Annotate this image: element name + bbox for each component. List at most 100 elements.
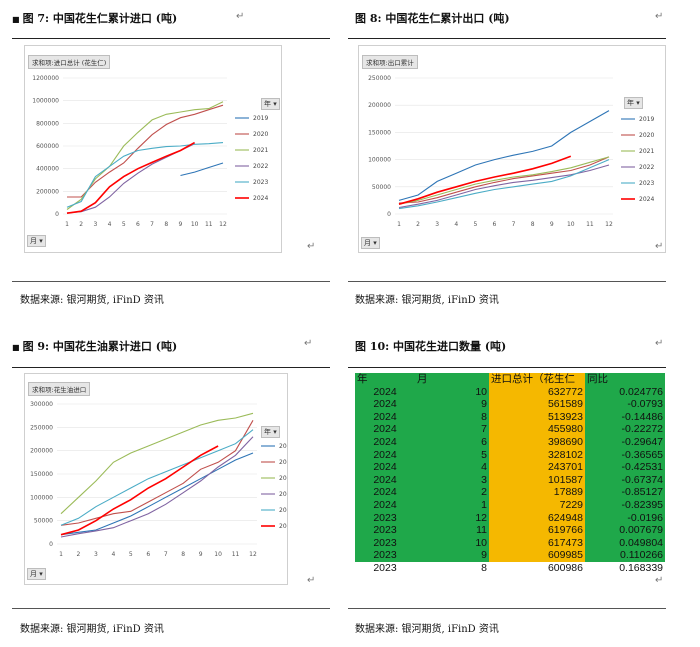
paragraph-mark-icon: ↵ [655, 241, 664, 252]
cell-month: 10 [415, 536, 489, 550]
y-tick-label: 50000 [372, 184, 391, 191]
series-line-2024 [60, 445, 219, 536]
header-year: 年 [355, 373, 415, 386]
table-row: 2024 5 328102 -0.36565 [355, 448, 665, 462]
y-tick-label: 800000 [36, 120, 59, 127]
table-row: 2024 6 398690 -0.29647 [355, 435, 665, 449]
fig10-bottom-rule [348, 608, 666, 609]
series-line-2021 [66, 101, 224, 210]
table-row: 2023 10 617473 0.049804 [355, 536, 665, 550]
fig8-top-rule [348, 38, 666, 39]
series-line-2020 [398, 156, 610, 204]
fig9-field-button[interactable]: 求和项:花生油进口 [28, 382, 91, 396]
fig8-field-button[interactable]: 求和项:出口累计 [362, 55, 418, 69]
x-tick-label: 7 [150, 221, 154, 228]
fig8-year-filter-button[interactable]: 年 ▾ [624, 97, 643, 109]
cell-month: 6 [415, 435, 489, 449]
series-line-2024 [66, 141, 195, 214]
cell-yoy: -0.22272 [585, 423, 665, 436]
cell-year: 2024 [355, 486, 415, 499]
y-tick-label: 100000 [368, 157, 391, 164]
y-tick-label: 400000 [36, 166, 59, 173]
legend-label: 2024 [253, 195, 268, 202]
legend-label: 2021 [279, 475, 287, 482]
fig8-title: 图 8: 中国花生仁累计出口 (吨) [355, 12, 510, 25]
x-tick-label: 6 [493, 221, 497, 228]
cell-value: 600986 [489, 561, 585, 575]
cell-year: 2024 [355, 410, 415, 424]
fig7-year-filter-button[interactable]: 年 ▾ [261, 98, 280, 110]
table-row: 2024 9 561589 -0.0793 [355, 398, 665, 411]
y-tick-label: 0 [387, 211, 391, 218]
table-row: 2023 12 624948 -0.0196 [355, 511, 665, 525]
x-tick-label: 2 [77, 551, 81, 558]
cell-value: 513923 [489, 410, 585, 424]
series-line-2019 [180, 162, 224, 177]
cell-yoy: -0.0196 [585, 511, 665, 525]
legend-label: 2024 [639, 196, 654, 203]
series-line-2021 [60, 412, 254, 515]
fig10-top-rule [348, 367, 666, 368]
cell-year: 2024 [355, 423, 415, 436]
y-tick-label: 250000 [368, 75, 391, 82]
fig7-chart-area: 求和项:进口总计 (花生仁) 0 200000 400000 600000 800000… [24, 45, 282, 253]
fig9-year-filter-button[interactable]: 年 ▾ [261, 426, 280, 438]
fig9-month-filter-button[interactable]: 月 ▾ [27, 568, 46, 580]
cell-value: 632772 [489, 385, 585, 399]
x-tick-label: 8 [164, 221, 168, 228]
cell-year: 2024 [355, 498, 415, 512]
legend-label: 2022 [253, 163, 268, 170]
series-line-2022 [60, 436, 254, 538]
cell-month: 9 [415, 549, 489, 562]
x-tick-label: 7 [512, 221, 516, 228]
cell-yoy: 0.049804 [585, 536, 665, 550]
cell-month: 3 [415, 473, 489, 487]
fig9-chart-area: 求和项:花生油进口 0 50000 100000 150000 200000 250000… [24, 373, 288, 585]
y-tick-label: 100000 [30, 494, 53, 501]
fig8-month-filter-button[interactable]: 月 ▾ [361, 237, 380, 249]
cell-month: 10 [415, 385, 489, 399]
cell-yoy: -0.82395 [585, 498, 665, 512]
series-line-2023 [398, 159, 610, 210]
table-row: 2024 8 513923 -0.14486 [355, 410, 665, 424]
cell-value: 561589 [489, 398, 585, 411]
table-row: 2024 4 243701 -0.42531 [355, 461, 665, 474]
x-tick-label: 4 [111, 551, 115, 558]
series-line-2020 [67, 104, 224, 198]
x-tick-label: 4 [454, 221, 458, 228]
y-tick-label: 200000 [30, 448, 53, 455]
fig8-source: 数据来源: 银河期货, iFinD 资讯 [355, 295, 499, 306]
cell-month: 7 [415, 423, 489, 436]
cell-value: 609985 [489, 549, 585, 562]
cell-year: 2024 [355, 435, 415, 449]
cell-value: 101587 [489, 473, 585, 487]
cell-value: 7229 [489, 498, 585, 512]
y-tick-label: 150000 [368, 129, 391, 136]
legend-label: 2019 [279, 443, 287, 450]
x-tick-label: 4 [108, 221, 112, 228]
cell-yoy: -0.14486 [585, 410, 665, 424]
fig9-title: ■ 图 9: 中国花生油累计进口 (吨) [12, 340, 178, 353]
x-tick-label: 9 [550, 221, 554, 228]
fig7-field-button[interactable]: 求和项:进口总计 (花生仁) [28, 55, 111, 69]
x-tick-label: 5 [122, 221, 126, 228]
cell-value: 243701 [489, 461, 585, 474]
legend-label: 2024 [279, 523, 287, 530]
paragraph-mark-icon: ↵ [655, 338, 664, 349]
fig7-line-chart: 0 200000 400000 600000 800000 1000000 1200000 1… [32, 75, 268, 228]
cell-year: 2024 [355, 448, 415, 462]
legend-label: 2020 [639, 132, 654, 139]
cell-year: 2024 [355, 385, 415, 399]
y-tick-label: 600000 [36, 143, 59, 150]
x-tick-label: 3 [435, 221, 439, 228]
x-tick-label: 10 [214, 551, 222, 558]
series-line-2023 [66, 142, 224, 208]
fig7-month-filter-button[interactable]: 月 ▾ [27, 235, 46, 247]
legend-label: 2022 [279, 491, 287, 498]
x-tick-label: 1 [59, 551, 63, 558]
cell-year: 2023 [355, 511, 415, 525]
legend-label: 2022 [639, 164, 654, 171]
legend-label: 2020 [253, 131, 268, 138]
cell-value: 619766 [489, 524, 585, 537]
